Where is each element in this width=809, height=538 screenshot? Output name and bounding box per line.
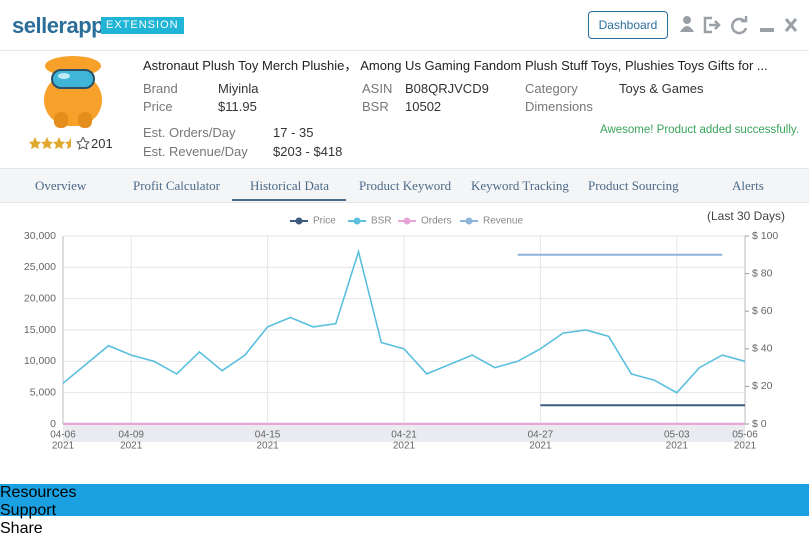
- dashboard-button[interactable]: Dashboard: [588, 11, 668, 39]
- x-tick-label: 04-09: [118, 430, 144, 441]
- y-tick-label: 10,000: [24, 355, 56, 367]
- x-tick-year: 2021: [256, 441, 279, 452]
- tab[interactable]: Alerts: [732, 178, 764, 193]
- x-tick-label: 05-06: [732, 430, 758, 441]
- tab[interactable]: Overview: [35, 178, 87, 193]
- footer-link[interactable]: Share: [0, 520, 43, 537]
- divider: [0, 50, 809, 51]
- field-value: $11.95: [218, 99, 257, 114]
- x-tick-year: 2021: [393, 441, 416, 452]
- y-tick-label: 25,000: [24, 261, 56, 273]
- field-label: Est. Revenue/Day: [143, 144, 248, 159]
- tab[interactable]: Keyword Tracking: [471, 178, 569, 193]
- tab[interactable]: Product Sourcing: [588, 178, 679, 193]
- footer: Resources Support Share: [0, 484, 809, 537]
- x-tick-year: 2021: [120, 441, 143, 452]
- legend-marker: [403, 217, 411, 225]
- y2-tick-label: $ 100: [752, 230, 778, 242]
- legend-label: Revenue: [483, 216, 523, 227]
- field-label: Dimensions: [525, 99, 593, 114]
- field-label: Est. Orders/Day: [143, 125, 236, 140]
- field-label: BSR: [362, 99, 389, 114]
- field-value: 17 - 35: [273, 125, 314, 140]
- tab-bar: Overview Profit Calculator Historical Data…: [0, 168, 809, 203]
- legend-label: BSR: [371, 216, 392, 227]
- logo: sellerapp: [12, 13, 105, 38]
- y-tick-label: 20,000: [24, 292, 56, 304]
- window-icons: [680, 16, 798, 35]
- period-label: (Last 30 Days): [707, 209, 785, 223]
- chart: (Last 30 Days) 0 5,000 10,000 15,000 20,000 2…: [24, 209, 785, 452]
- field-label: Price: [143, 99, 173, 114]
- field-label: ASIN: [362, 81, 393, 96]
- series-line: [62, 248, 746, 394]
- legend-marker: [465, 217, 473, 225]
- legend-marker: [295, 217, 303, 225]
- x-tick-year: 2021: [52, 441, 75, 452]
- x-tick-label: 04-15: [255, 430, 281, 441]
- product-image: [44, 56, 102, 128]
- active-tab-underline: [232, 199, 346, 201]
- x-tick-label: 05-03: [664, 430, 690, 441]
- page: sellerapp EXTENSION Dashboard 201 Astron…: [0, 11, 809, 537]
- y2-tick-label: $ 20: [752, 380, 773, 392]
- y2-tick-label: $ 60: [752, 305, 773, 317]
- x-tick-label: 04-06: [50, 430, 76, 441]
- refresh-icon[interactable]: [731, 16, 748, 35]
- y2-tick-label: $ 0: [752, 418, 767, 430]
- product-title: Astronaut Plush Toy Merch Plushie， Among…: [143, 58, 768, 73]
- tab[interactable]: Product Keyword: [359, 178, 452, 193]
- x-tick-year: 2021: [734, 441, 757, 452]
- tab[interactable]: Profit Calculator: [133, 178, 221, 193]
- x-tick-label: 04-27: [528, 430, 554, 441]
- footer-link[interactable]: Support: [0, 502, 57, 519]
- x-tick-year: 2021: [666, 441, 689, 452]
- legend-marker: [353, 217, 361, 225]
- y-tick-label: 30,000: [24, 230, 56, 242]
- close-icon[interactable]: [784, 18, 798, 32]
- y-tick-label: 15,000: [24, 324, 56, 336]
- user-icon[interactable]: [680, 16, 694, 32]
- field-label: Brand: [143, 81, 178, 96]
- tab[interactable]: Historical Data: [250, 178, 330, 193]
- minimize-icon[interactable]: [760, 28, 774, 32]
- y2-tick-label: $ 40: [752, 343, 773, 355]
- review-count: 201: [91, 136, 113, 151]
- legend-label: Orders: [421, 216, 452, 227]
- rating-stars: [29, 137, 91, 150]
- y2-tick-label: $ 80: [752, 267, 773, 279]
- field-label: Category: [525, 81, 578, 96]
- logout-icon[interactable]: [703, 16, 721, 34]
- success-message: Awesome! Product added successfully.: [600, 124, 800, 136]
- field-value: 10502: [405, 99, 442, 114]
- field-value: B08QRJVCD9: [405, 81, 489, 96]
- x-tick-year: 2021: [529, 441, 552, 452]
- footer-link[interactable]: Resources: [0, 484, 77, 501]
- badge: EXTENSION: [101, 17, 184, 34]
- y-tick-label: 0: [50, 418, 56, 430]
- legend-label: Price: [313, 216, 336, 227]
- x-tick-label: 04-21: [391, 430, 417, 441]
- field-value: Toys & Games: [619, 81, 704, 96]
- field-value: Miyinla: [218, 81, 259, 96]
- navigator: [63, 422, 745, 442]
- y-tick-label: 5,000: [30, 386, 56, 398]
- field-value: $203 - $418: [273, 144, 343, 159]
